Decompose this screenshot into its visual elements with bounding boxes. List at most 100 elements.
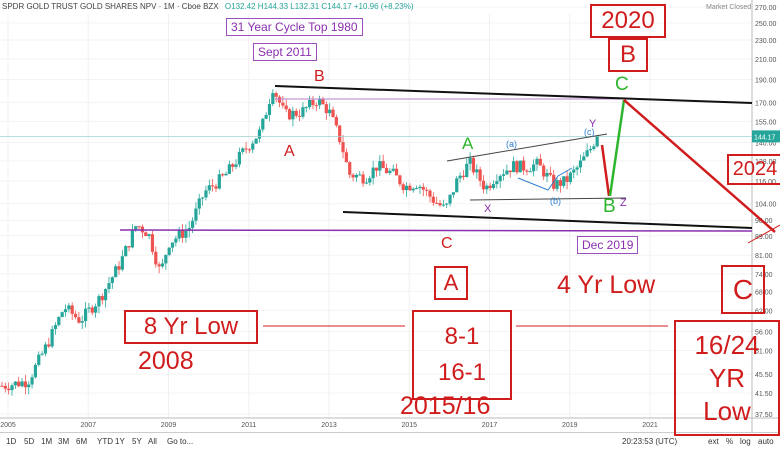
candle-body: [555, 180, 559, 189]
candle-body: [154, 251, 158, 265]
candle-body: [354, 174, 359, 178]
percent-toggle[interactable]: %: [726, 437, 734, 446]
range-button-6m[interactable]: 6M: [76, 437, 88, 446]
box-8-16-1: 8-1 16-1: [412, 310, 512, 400]
candle-body: [73, 313, 78, 318]
candle-body: [267, 104, 272, 115]
y-tick-label: 155.00: [755, 119, 777, 126]
candle-body: [17, 381, 21, 387]
candle-body: [401, 184, 405, 191]
candle-body: [558, 180, 562, 186]
candle-body: [94, 306, 98, 313]
range-button-1m[interactable]: 1M: [41, 437, 53, 446]
candle-body: [197, 198, 201, 209]
candle-body: [495, 181, 499, 185]
candle-body: [264, 114, 268, 119]
candle-body: [80, 321, 84, 323]
wave-label-b-green: B: [603, 196, 616, 217]
candle-body: [201, 197, 205, 199]
candle-body: [368, 178, 372, 183]
candle-body: [344, 152, 348, 163]
label-2015-16: 2015/16: [400, 392, 491, 420]
candle-body: [90, 307, 94, 313]
range-button-all[interactable]: All: [148, 437, 157, 446]
candle-body: [53, 325, 58, 330]
candle-body: [532, 164, 536, 172]
candle-body: [184, 230, 188, 238]
candle-body: [304, 107, 308, 109]
wedge-top-line: [446, 133, 608, 162]
candle-body: [528, 171, 532, 173]
label-low: Low: [703, 395, 751, 426]
auto-toggle[interactable]: auto: [758, 437, 774, 446]
candle-body: [43, 344, 48, 354]
candle-body: [224, 173, 228, 176]
wedge-bottom-line: [469, 197, 627, 201]
candle-body: [391, 168, 395, 171]
projection-red-down: [600, 144, 611, 197]
goto-button[interactable]: Go to...: [167, 437, 194, 446]
candle-body: [381, 161, 385, 169]
candle-body: [67, 305, 71, 310]
candle-body: [455, 178, 459, 193]
wave-label-z: Z: [620, 197, 627, 209]
candle-body: [70, 305, 74, 314]
candle-body: [97, 296, 101, 307]
candle-body: [23, 381, 27, 388]
candle-body: [542, 165, 546, 177]
range-button-ytd[interactable]: YTD: [97, 437, 113, 446]
candle-body: [328, 109, 332, 114]
candle-body: [408, 185, 412, 191]
candle-body: [137, 226, 141, 228]
wave-label-a-red: A: [284, 143, 295, 160]
y-tick-label: 250.00: [755, 21, 777, 28]
candle-body: [468, 157, 472, 164]
candle-body: [398, 175, 402, 185]
candle-body: [37, 354, 41, 365]
candle-body: [588, 148, 593, 151]
ext-toggle[interactable]: ext: [708, 437, 719, 446]
candle-body: [0, 385, 4, 387]
projection-red-short: [747, 224, 780, 244]
candle-body: [241, 148, 245, 152]
candle-body: [120, 256, 124, 270]
range-button-5y[interactable]: 5Y: [132, 437, 142, 446]
log-toggle[interactable]: log: [740, 437, 751, 446]
x-tick-label: 2021: [642, 422, 658, 429]
candle-body: [334, 117, 338, 126]
x-tick-label: 2019: [562, 422, 578, 429]
candle-body: [160, 263, 165, 267]
candle-body: [428, 190, 432, 197]
y-tick-label: 270.00: [755, 5, 777, 12]
last-price-tag: [752, 130, 780, 143]
candle-body: [548, 172, 552, 175]
candle-body: [461, 175, 466, 178]
candle-body: [301, 107, 305, 117]
candle-body: [505, 170, 509, 175]
candle-body: [318, 99, 322, 106]
candle-body: [525, 170, 529, 172]
range-button-3m[interactable]: 3M: [58, 437, 70, 446]
candle-body: [582, 156, 586, 161]
candle-body: [358, 174, 362, 176]
candle-body: [545, 172, 549, 177]
range-button-1y[interactable]: 1Y: [115, 437, 125, 446]
box-16-24-yr-low: 16/24 YR Low: [674, 320, 780, 436]
y-tick-label: 37.50: [755, 412, 773, 419]
range-button-1d[interactable]: 1D: [6, 437, 17, 446]
wave-label-a-blue: (a): [506, 139, 517, 149]
last-price-label: 144.17: [754, 134, 776, 141]
candle-body: [361, 174, 365, 184]
candle-body: [20, 381, 24, 387]
candle-body: [271, 93, 275, 105]
candle-body: [518, 160, 522, 173]
candle-body: [277, 96, 282, 103]
y-tick-label: 140.00: [755, 140, 777, 147]
candle-body: [190, 220, 195, 228]
range-button-5d[interactable]: 5D: [24, 437, 35, 446]
candle-body: [565, 176, 569, 182]
market-status: Market Closed: [706, 4, 752, 11]
candle-body: [374, 167, 379, 171]
candle-body: [465, 163, 469, 178]
